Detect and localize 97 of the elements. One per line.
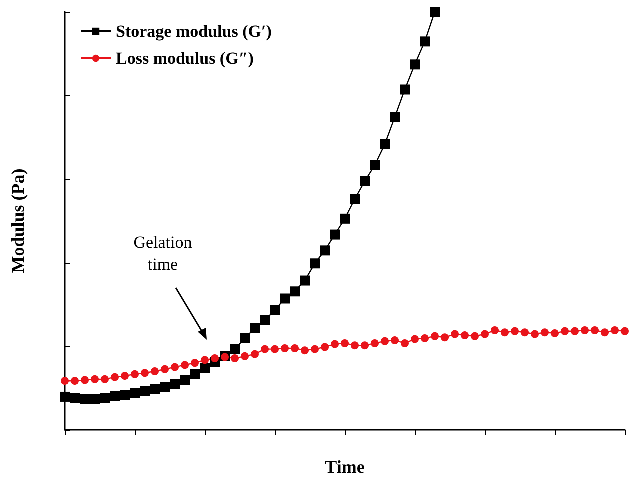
- point: [290, 286, 300, 297]
- point: [301, 346, 309, 355]
- point: [441, 334, 449, 342]
- point: [110, 391, 120, 402]
- point: [141, 369, 149, 378]
- point: [170, 379, 180, 390]
- point: [201, 356, 209, 364]
- point: [140, 386, 150, 396]
- point: [561, 327, 569, 336]
- point: [120, 390, 130, 400]
- legend-label: Storage modulus (G′): [116, 22, 272, 41]
- point: [131, 370, 139, 378]
- point: [111, 373, 119, 382]
- point: [611, 326, 619, 335]
- point: [531, 330, 539, 338]
- point: [130, 388, 140, 398]
- point: [420, 36, 430, 47]
- annotation: Gelation time: [132, 232, 194, 276]
- point: [281, 344, 289, 352]
- point: [191, 359, 199, 368]
- point: [601, 328, 609, 337]
- point: [270, 305, 280, 316]
- point: [161, 365, 169, 374]
- point: [350, 194, 360, 204]
- point: [511, 327, 519, 336]
- point: [410, 60, 420, 70]
- point: [160, 382, 170, 392]
- point: [321, 343, 329, 352]
- point: [481, 330, 489, 338]
- point: [60, 392, 70, 402]
- point: [591, 326, 599, 335]
- point: [311, 345, 319, 354]
- point: [551, 329, 559, 338]
- point: [61, 377, 69, 386]
- legend-label: Loss modulus (G″): [116, 49, 254, 68]
- point: [370, 160, 380, 170]
- point: [180, 375, 190, 386]
- point: [431, 332, 439, 340]
- point: [331, 340, 339, 348]
- point: [371, 339, 379, 348]
- point: [300, 276, 310, 286]
- point: [150, 384, 160, 394]
- point: [521, 328, 529, 337]
- point: [451, 330, 459, 338]
- point: [400, 84, 410, 95]
- point: [171, 363, 179, 372]
- point: [320, 246, 330, 256]
- point: [70, 393, 80, 404]
- point: [230, 344, 240, 354]
- point: [90, 394, 100, 404]
- point: [280, 294, 290, 304]
- point: [380, 140, 390, 150]
- point: [491, 326, 499, 335]
- point: [241, 352, 249, 360]
- point: [541, 328, 549, 337]
- point: [421, 334, 429, 342]
- point: [340, 214, 350, 224]
- point: [81, 376, 89, 384]
- point: [291, 344, 299, 352]
- y-axis-title: Modulus (Pa): [8, 168, 28, 274]
- point: [310, 258, 320, 269]
- point: [581, 326, 589, 335]
- point: [231, 354, 239, 363]
- point: [360, 176, 370, 186]
- point: [190, 369, 200, 380]
- point: [430, 7, 440, 17]
- point: [71, 377, 79, 386]
- point: [181, 361, 189, 370]
- point: [271, 345, 279, 354]
- point: [501, 328, 509, 337]
- point: [390, 112, 400, 122]
- point: [261, 345, 269, 354]
- point: [151, 367, 159, 376]
- point: [341, 339, 349, 348]
- point: [330, 230, 340, 240]
- point: [391, 336, 399, 345]
- x-axis-title: Time: [325, 457, 365, 477]
- point: [351, 342, 359, 350]
- point: [251, 350, 259, 358]
- point: [461, 332, 469, 340]
- point: [211, 354, 219, 363]
- point: [260, 315, 270, 326]
- point: [100, 393, 110, 404]
- point: [411, 335, 419, 344]
- point: [80, 394, 90, 404]
- point: [471, 332, 479, 340]
- point: [121, 372, 129, 380]
- point: [200, 363, 210, 374]
- point: [621, 327, 629, 336]
- point: [361, 342, 369, 350]
- point: [240, 333, 250, 344]
- point: [101, 375, 109, 384]
- point: [571, 327, 579, 336]
- point: [401, 339, 409, 348]
- point: [381, 337, 389, 346]
- point: [91, 375, 99, 384]
- point: [250, 323, 260, 334]
